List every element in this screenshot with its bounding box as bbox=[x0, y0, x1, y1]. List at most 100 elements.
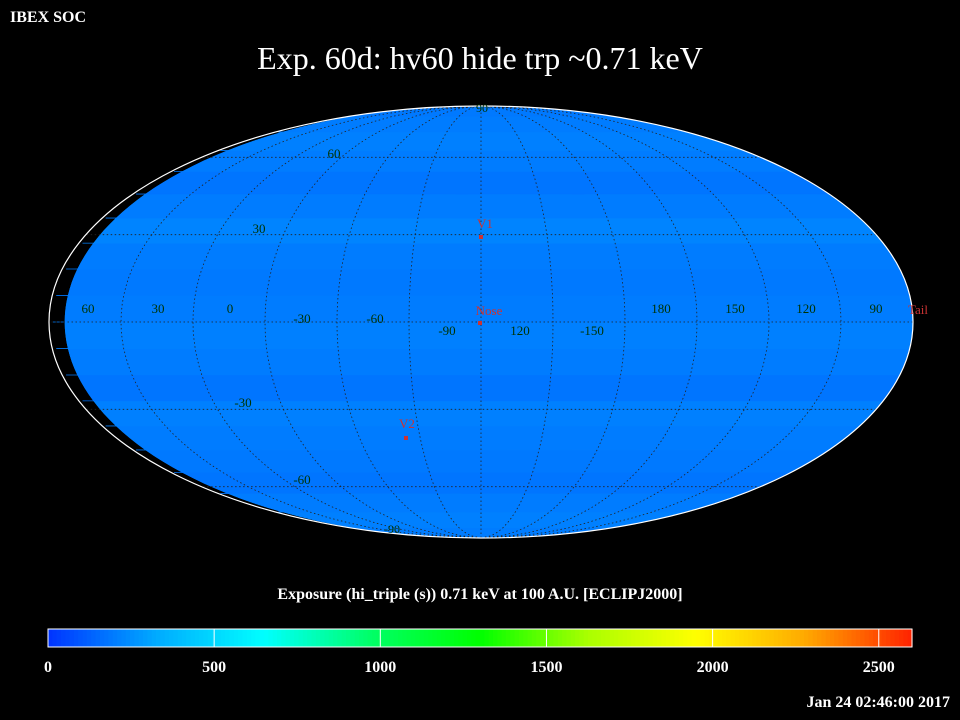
exposure-cell bbox=[136, 449, 831, 473]
colorbar-segment bbox=[52, 629, 58, 647]
colorbar-segment bbox=[156, 629, 161, 647]
exposure-cell bbox=[82, 400, 884, 427]
colorbar-segment bbox=[873, 629, 879, 647]
colorbar-segment bbox=[635, 629, 641, 647]
colorbar-segment bbox=[881, 629, 887, 647]
colorbar-segment bbox=[458, 629, 464, 647]
colorbar-segment bbox=[246, 629, 252, 647]
colorbar-segment bbox=[238, 629, 243, 647]
grid-labels: 60 30 0 -30 -60 -90 120 -150 180 150 120 90 60 30 -30 -… bbox=[82, 101, 883, 536]
colorbar-segment bbox=[726, 629, 732, 647]
colorbar-segment bbox=[661, 629, 667, 647]
colorbar-segment bbox=[713, 629, 719, 647]
colorbar-segment bbox=[778, 629, 783, 647]
colorbar-segment bbox=[441, 629, 447, 647]
colorbar-segment bbox=[760, 629, 766, 647]
colorbar-segment bbox=[320, 629, 326, 647]
colorbar-segment bbox=[575, 629, 580, 647]
colorbar-segment bbox=[622, 629, 628, 647]
colorbar-segment bbox=[734, 629, 740, 647]
colorbar-segment bbox=[428, 629, 434, 647]
exposure-cell bbox=[56, 348, 911, 376]
exposure-cell bbox=[66, 374, 901, 402]
colorbar-segment bbox=[834, 629, 840, 647]
colorbar-segment bbox=[609, 629, 615, 647]
colorbar-segment bbox=[553, 629, 559, 647]
colorbar-segment bbox=[419, 629, 425, 647]
colorbar-segment bbox=[842, 629, 848, 647]
colorbar-segment bbox=[782, 629, 788, 647]
colorbar-segment bbox=[696, 629, 701, 647]
colorbar-segment bbox=[78, 629, 84, 647]
colorbar-segment bbox=[570, 629, 576, 647]
colorbar-segment bbox=[112, 629, 118, 647]
colorbar-segment bbox=[670, 629, 675, 647]
colorbar-segment bbox=[644, 629, 650, 647]
colorbar-segment bbox=[566, 629, 572, 647]
colorbar-segment bbox=[220, 629, 226, 647]
colorbar-segment bbox=[497, 629, 503, 647]
org-label: IBEX SOC bbox=[10, 9, 87, 26]
colorbar-segment bbox=[168, 629, 174, 647]
colorbar-segment bbox=[886, 629, 891, 647]
exposure-cell bbox=[174, 150, 791, 172]
colorbar-segment bbox=[138, 629, 144, 647]
colorbar-segment bbox=[207, 629, 213, 647]
colorbar-segment bbox=[69, 629, 75, 647]
colorbar-segment bbox=[687, 629, 693, 647]
longitude-label: 120 bbox=[796, 301, 816, 316]
colorbar-segment bbox=[708, 629, 714, 647]
longitude-label: -90 bbox=[438, 323, 455, 338]
colorbar-segment bbox=[311, 629, 317, 647]
colorbar-segment bbox=[501, 629, 507, 647]
longitude-label: -150 bbox=[580, 323, 604, 338]
colorbar-segment bbox=[721, 629, 727, 647]
meridian-line bbox=[480, 106, 842, 538]
longitude-label: 120 bbox=[510, 323, 530, 338]
colorbar-segment bbox=[527, 629, 533, 647]
colorbar-segment bbox=[812, 629, 818, 647]
colorbar-segment bbox=[674, 629, 680, 647]
latitude-label: 60 bbox=[328, 146, 341, 161]
colorbar-segment bbox=[346, 629, 351, 647]
colorbar-segment bbox=[173, 629, 179, 647]
colorbar-segment bbox=[899, 629, 904, 647]
colorbar-segment bbox=[294, 629, 300, 647]
colorbar-segment bbox=[151, 629, 157, 647]
marker-dot bbox=[479, 235, 483, 239]
colorbar-segment bbox=[613, 629, 619, 647]
colorbar-segment bbox=[799, 629, 805, 647]
colorbar-segment bbox=[626, 629, 632, 647]
colorbar-segment bbox=[384, 629, 390, 647]
colorbar-segment bbox=[199, 629, 205, 647]
colorbar-segment bbox=[95, 629, 101, 647]
colorbar-segment bbox=[108, 629, 114, 647]
exposure-cell bbox=[56, 268, 911, 296]
colorbar-segment bbox=[48, 629, 53, 647]
colorbar-segment bbox=[907, 629, 913, 647]
colorbar-segment bbox=[894, 629, 900, 647]
pole-label: -90 bbox=[384, 522, 400, 536]
colorbar-segment bbox=[860, 629, 866, 647]
colorbar-segment bbox=[816, 629, 822, 647]
markers: V1 Nose V2 Tail bbox=[399, 216, 928, 440]
colorbar-tick-label: 2500 bbox=[862, 659, 895, 676]
marker-label: V2 bbox=[399, 416, 415, 431]
colorbar-segment bbox=[652, 629, 658, 647]
colorbar-segment bbox=[514, 629, 520, 647]
longitude-label: 90 bbox=[870, 301, 883, 316]
colorbar-segment bbox=[730, 629, 736, 647]
colorbar-segment bbox=[259, 629, 265, 647]
colorbar-segment bbox=[125, 629, 131, 647]
colorbar-segment bbox=[523, 629, 529, 647]
colorbar-tick-label: 1500 bbox=[530, 659, 563, 676]
colorbar-segment bbox=[808, 629, 814, 647]
colorbar-segment bbox=[359, 629, 364, 647]
colorbar-segment bbox=[281, 629, 287, 647]
colorbar-segment bbox=[134, 629, 140, 647]
colorbar-segment bbox=[203, 629, 209, 647]
colorbar-segment bbox=[190, 629, 196, 647]
colorbar-segment bbox=[549, 629, 555, 647]
colorbar-segment bbox=[829, 629, 835, 647]
